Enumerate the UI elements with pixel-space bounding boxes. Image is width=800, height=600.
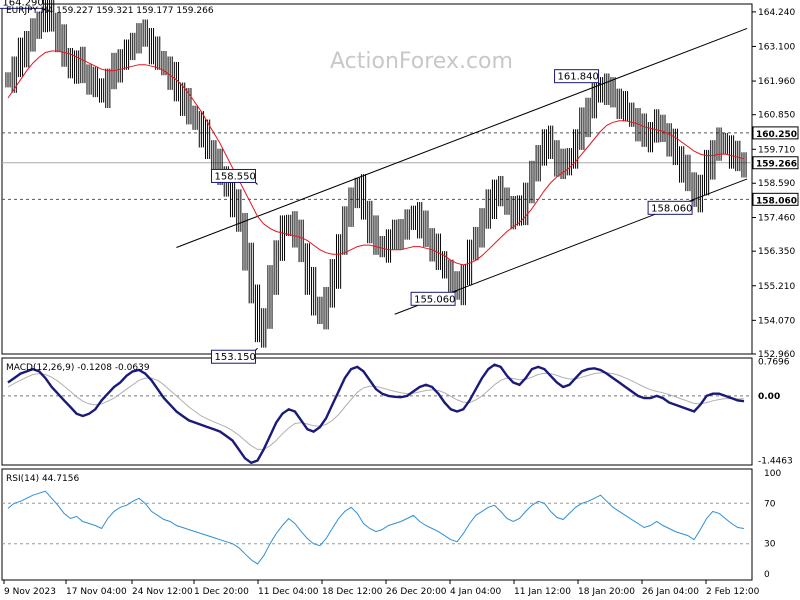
price-tick-label: 154.070 [758,316,795,326]
annotation-label: 158.550 [214,171,255,182]
x-tick-label: 26 Jan 04:00 [642,587,699,597]
annotation-box [647,200,693,215]
annotation-box [554,69,600,84]
macd-panel: MACD(12,26,9) -0.1208 -0.0639 0.7696 0.00… [2,358,793,467]
rsi-tick-label: 30 [764,540,776,550]
x-tick-label: 18 Dec 12:00 [322,587,383,597]
x-tick-label: 9 Nov 2023 [4,587,56,597]
x-tick-label: 4 Jan 04:00 [450,587,502,597]
x-axis-ticks: 9 Nov 2023 17 Nov 04:00 24 Nov 12:00 1 Dec … [3,580,760,597]
price-y-ticks: 164.240 163.100 161.960 160.850 159.710 158.5… [752,8,795,360]
x-tick-label: 11 Jan 12:00 [514,587,571,597]
macd-tick-label: 0.7696 [758,358,790,368]
rsi-line [7,490,745,565]
price-panel: ActionForex.com 160.250 158.060 159.266 16… [0,0,799,364]
rsi-panel: RSI(14) 44.7156 100 70 30 0 [2,469,781,580]
annotation-label: 153.150 [214,352,255,363]
x-tick-label: 24 Nov 12:00 [132,587,193,597]
macd-main-line [7,363,745,465]
annotation-box [0,0,44,9]
macd-frame [1,357,753,466]
x-tick-label: 2 Feb 12:00 [706,587,760,597]
macd-signal-line [7,372,745,450]
macd-tick-label: -1.4463 [758,456,793,466]
level-tag-label: 158.060 [756,196,797,206]
rsi-frame [1,468,753,581]
price-annotations: 164.290 161.840 158.550 158.060 155.060 153.1… [0,0,695,364]
rsi-levels [2,502,752,545]
moving-average-line [7,50,745,266]
annotation-box [210,349,256,364]
price-tick-label: 159.710 [758,145,795,155]
rsi-y-ticks: 100 70 30 0 [764,469,781,580]
current-price-label: 159.266 [756,160,797,170]
current-price-box [752,156,799,170]
rsi-tick-label: 70 [764,499,776,509]
price-tick-label: 158.590 [758,179,795,189]
price-tick-label: 156.350 [758,247,795,257]
annotation-label: 158.060 [651,203,692,214]
macd-header: MACD(12,26,9) -0.1208 -0.0639 [6,363,150,373]
price-tick-label: 152.960 [758,350,795,360]
price-tick-label: 161.960 [758,77,795,87]
rsi-tick-label: 100 [764,469,781,479]
price-tick-label: 155.210 [758,282,795,292]
price-tick-label: 160.850 [758,111,795,121]
channel-upper-line [176,27,748,248]
annotation-box [210,168,256,183]
x-tick-label: 18 Jan 20:00 [578,587,635,597]
x-tick-label: 17 Nov 04:00 [66,587,127,597]
level-tag-label: 160.250 [756,130,797,140]
annotation-box [410,291,456,306]
symbol-header: EURJPY,H4 159.227 159.321 159.177 159.26… [6,6,214,16]
level-tag-box [752,126,799,140]
x-tick-label: 11 Dec 04:00 [258,587,319,597]
ohlc-bars [5,0,747,348]
level-tag-box [752,192,799,206]
rsi-tick-label: 0 [764,570,770,580]
panel-frames [1,3,753,581]
macd-tick-label: 0.00 [758,392,780,402]
annotation-label: 164.290 [2,0,43,8]
macd-y-ticks: 0.7696 0.00 -1.4463 [758,358,793,467]
price-levels: 160.250 158.060 159.266 [2,126,799,206]
price-tick-label: 157.460 [758,214,795,224]
annotation-label: 161.840 [558,72,599,83]
x-tick-label: 26 Dec 20:00 [386,587,447,597]
watermark: ActionForex.com [330,49,513,74]
rsi-header: RSI(14) 44.7156 [6,474,79,484]
price-tick-label: 164.240 [758,8,795,18]
price-tick-label: 163.100 [758,42,795,52]
x-tick-label: 1 Dec 20:00 [194,587,249,597]
annotation-label: 155.060 [414,294,455,305]
